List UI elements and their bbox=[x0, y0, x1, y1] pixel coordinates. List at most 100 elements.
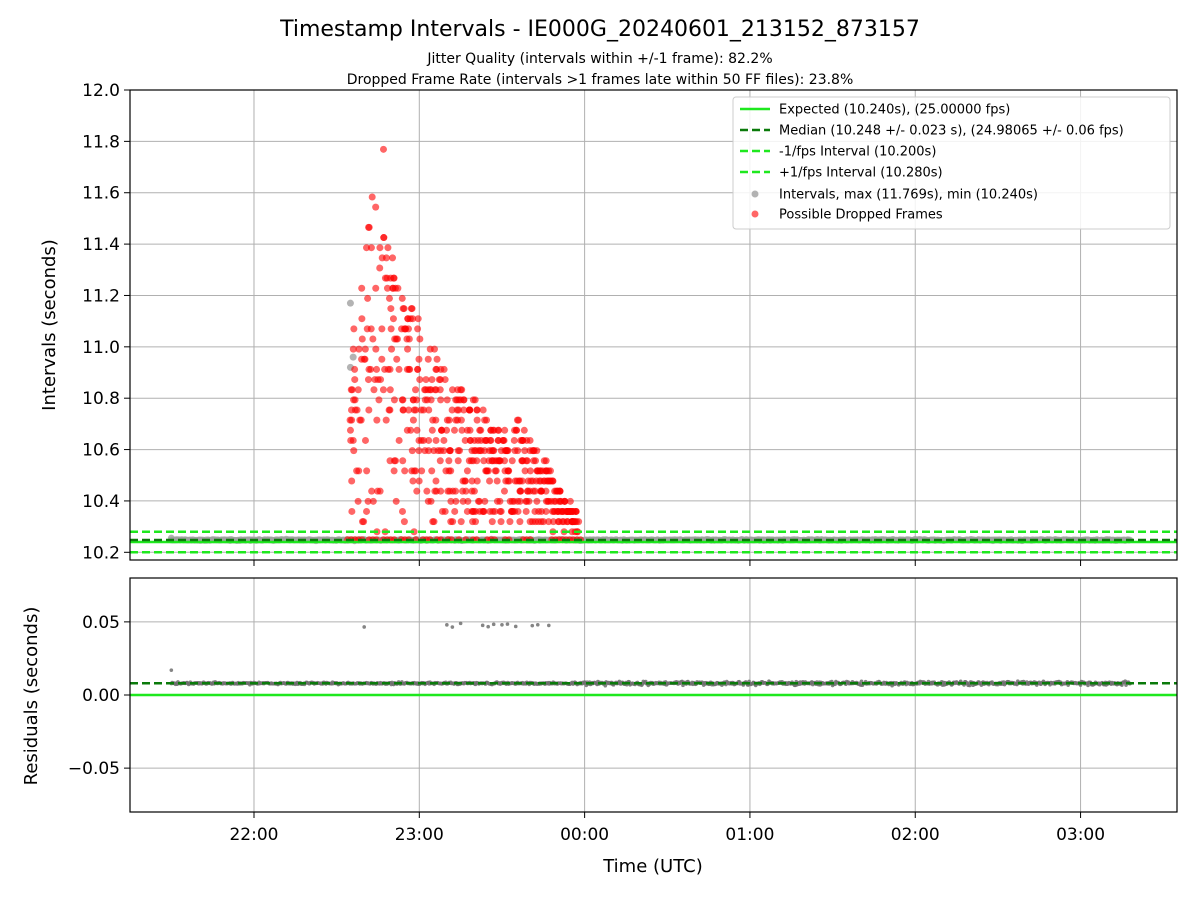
dropped-frame-point bbox=[393, 335, 401, 343]
dropped-frame-point bbox=[500, 436, 508, 444]
dropped-frame-point bbox=[398, 507, 406, 515]
dropped-frame-point bbox=[348, 507, 356, 515]
dropped-frame-point bbox=[549, 477, 557, 485]
dropped-frame-point bbox=[481, 497, 489, 505]
dropped-frame-point bbox=[473, 457, 481, 465]
dropped-frame-point bbox=[364, 497, 372, 505]
dropped-frame-point bbox=[465, 406, 473, 414]
dropped-frame-point bbox=[390, 467, 398, 475]
top-y-tick-label: 11.2 bbox=[82, 286, 120, 306]
dropped-frame-point bbox=[346, 426, 354, 434]
dropped-frame-point bbox=[386, 386, 394, 394]
dropped-frame-point bbox=[418, 467, 426, 475]
dropped-frame-point bbox=[436, 386, 444, 394]
top-y-tick-label: 11.0 bbox=[82, 338, 120, 358]
dropped-frame-point bbox=[389, 315, 397, 323]
dropped-frame-point bbox=[449, 386, 457, 394]
dropped-frame-point bbox=[412, 386, 420, 394]
dropped-frame-point bbox=[536, 467, 544, 475]
dropped-frame-point bbox=[440, 436, 448, 444]
dropped-frame-point bbox=[506, 518, 514, 526]
dropped-frame-point bbox=[401, 467, 409, 475]
dropped-frame-point bbox=[445, 457, 453, 465]
dropped-frame-point bbox=[348, 416, 356, 424]
residuals-panel: −0.05 0.00 0.05 22:00 23:00 00:00 01:00 02:00 03… bbox=[68, 577, 1178, 845]
dropped-frame-point bbox=[457, 518, 465, 526]
residual-point bbox=[458, 621, 463, 626]
residual-point bbox=[486, 624, 490, 629]
legend-label-expected: Expected (10.240s), (25.00000 fps) bbox=[779, 103, 1010, 118]
residual-point bbox=[530, 623, 535, 628]
dropped-frame-point bbox=[495, 426, 503, 434]
dropped-frame-point bbox=[461, 436, 469, 444]
dropped-frame-point bbox=[452, 487, 460, 495]
residual-point bbox=[169, 668, 174, 672]
top-y-tick-label: 11.4 bbox=[82, 235, 120, 255]
dropped-frame-point bbox=[540, 518, 548, 526]
bottom-y-tick-label: 0.00 bbox=[82, 686, 120, 706]
dropped-frame-point bbox=[427, 396, 435, 404]
dropped-frame-point bbox=[412, 406, 420, 414]
dropped-frame-point bbox=[392, 497, 400, 505]
legend-label-minus-fps: -1/fps Interval (10.200s) bbox=[779, 145, 936, 160]
dropped-frame-point bbox=[428, 467, 436, 475]
dropped-frame-point bbox=[516, 497, 524, 505]
dropped-frame-point bbox=[420, 406, 428, 414]
dropped-frame-point bbox=[384, 244, 392, 252]
dropped-frame-point bbox=[348, 477, 356, 485]
dropped-frame-point bbox=[493, 477, 501, 485]
dropped-frame-point bbox=[406, 365, 414, 373]
dropped-frame-point bbox=[351, 365, 359, 373]
dropped-frame-point bbox=[533, 497, 541, 505]
dropped-frame-point bbox=[522, 507, 530, 515]
dropped-frame-point bbox=[455, 406, 463, 414]
dropped-frame-point bbox=[460, 406, 468, 414]
bottom-x-tick-label: 23:00 bbox=[395, 825, 444, 845]
dropped-frame-point bbox=[505, 467, 513, 475]
bottom-plot-frame bbox=[129, 577, 1178, 813]
legend-label-median: Median (10.248 +/- 0.023 s), (24.98065 +… bbox=[779, 124, 1124, 139]
dropped-frame-point bbox=[388, 345, 396, 353]
top-y-tick-label: 10.2 bbox=[82, 543, 120, 563]
interval-point bbox=[349, 353, 357, 361]
dropped-frame-point bbox=[473, 406, 481, 414]
dropped-frame-point bbox=[423, 487, 431, 495]
legend: Expected (10.240s), (25.00000 fps) Media… bbox=[732, 96, 1171, 230]
dropped-frame-point bbox=[361, 345, 369, 353]
dropped-frame-point bbox=[518, 477, 526, 485]
dropped-frame-point bbox=[382, 254, 390, 262]
dropped-frame-point bbox=[376, 244, 384, 252]
dropped-frame-point bbox=[369, 497, 377, 505]
dropped-frame-point bbox=[394, 284, 402, 292]
dropped-frame-point bbox=[458, 426, 466, 434]
dropped-frame-point bbox=[440, 365, 448, 373]
residual-point bbox=[968, 683, 972, 688]
bottom-x-tick-label: 01:00 bbox=[725, 825, 774, 845]
dropped-frame-point bbox=[408, 447, 416, 455]
dropped-frame-point bbox=[572, 507, 580, 515]
dropped-frame-point bbox=[358, 315, 366, 323]
dropped-frame-point bbox=[354, 497, 362, 505]
dropped-frame-point bbox=[400, 305, 408, 313]
dropped-frame-point bbox=[377, 376, 385, 384]
residual-point bbox=[1086, 683, 1090, 688]
dropped-frame-point bbox=[351, 396, 359, 404]
legend-label-intervals: Intervals, max (11.769s), min (10.240s) bbox=[779, 188, 1038, 203]
dropped-frame-point bbox=[533, 447, 541, 455]
dropped-frame-point bbox=[473, 477, 481, 485]
dropped-frame-point bbox=[441, 376, 449, 384]
dropped-frame-point bbox=[385, 294, 393, 302]
dropped-frame-point bbox=[415, 355, 423, 363]
dropped-frame-point bbox=[365, 406, 373, 414]
dropped-frame-point bbox=[556, 487, 564, 495]
dropped-frame-point bbox=[491, 507, 499, 515]
dropped-frame-point bbox=[447, 518, 455, 526]
dropped-frame-point bbox=[532, 457, 540, 465]
top-y-tick-label: 10.8 bbox=[82, 389, 120, 409]
dropped-frame-point bbox=[405, 406, 413, 414]
dropped-frame-point bbox=[407, 426, 415, 434]
dropped-frame-point bbox=[367, 325, 375, 333]
dropped-frame-point bbox=[475, 497, 483, 505]
dropped-frame-point bbox=[407, 305, 415, 313]
figure-subtitle-dropped: Dropped Frame Rate (intervals >1 frames … bbox=[347, 72, 854, 88]
